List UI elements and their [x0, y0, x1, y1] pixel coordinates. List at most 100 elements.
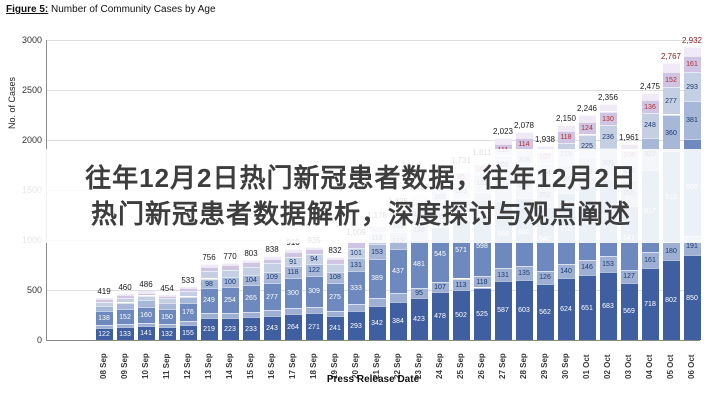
bar-segment: 219: [200, 318, 218, 340]
bar-segment: [116, 302, 134, 309]
bar-segment: [515, 132, 533, 139]
bar-segment: [179, 286, 197, 289]
bar-segment: 161: [683, 55, 701, 72]
bar-segment: 108: [326, 272, 344, 283]
bar-segment: [179, 321, 197, 325]
bar-segment: [137, 292, 155, 296]
bar-segment: [158, 323, 176, 327]
bar-segment: 140: [557, 263, 575, 278]
bar-segment: 300: [284, 277, 302, 308]
bar-total-label: 454: [160, 283, 174, 293]
bar-segment: 277: [662, 86, 680, 115]
bar-segment: [263, 263, 281, 272]
bar-total-label: 770: [223, 252, 237, 261]
bar-segment: 293: [683, 71, 701, 101]
bar-segment: 277: [263, 282, 281, 311]
bar-segment: [305, 249, 323, 255]
bar-total-label: 2,932: [681, 35, 703, 45]
bar-segment: [137, 291, 155, 293]
bar-segment: [578, 115, 596, 123]
bar-segment: [326, 310, 344, 316]
bar-segment: [263, 310, 281, 316]
bar-total-label: 460: [118, 283, 132, 292]
bar-total-label: 2,246: [576, 104, 598, 114]
bar-segment: 153: [599, 256, 617, 272]
bar-segment: 293: [347, 310, 365, 340]
bar-segment: 718: [641, 268, 659, 340]
bar-segment: [305, 246, 323, 250]
bar-segment: [242, 262, 260, 267]
bar-segment: [116, 295, 134, 298]
bar-segment: 118: [473, 275, 491, 288]
bar-segment: 802: [662, 259, 680, 340]
bar-segment: 155: [179, 324, 197, 340]
bar-segment: 389: [368, 259, 386, 299]
bar-segment: 264: [284, 313, 302, 340]
overlay-banner: 往年12月2日热门新冠患者数据，往年12月2日 热门新冠患者数据解析，深度探讨与…: [0, 149, 722, 243]
bar-total-label: 756: [202, 253, 216, 263]
figure-title-prefix: Figure 5:: [6, 4, 49, 15]
bar-segment: 146: [578, 260, 596, 275]
bar-segment: 131: [347, 257, 365, 271]
bar-segment: [557, 125, 575, 132]
bar-segment: [242, 311, 260, 317]
bar-segment: 502: [452, 289, 470, 340]
bar-segment: [326, 256, 344, 260]
bar-segment: [662, 63, 680, 72]
bar-segment: [599, 104, 617, 112]
bar-segment: 223: [221, 317, 239, 340]
bar-segment: 141: [137, 325, 155, 340]
bar-segment: [284, 249, 302, 252]
bar-segment: 135: [515, 266, 533, 280]
bar-segment: [305, 306, 323, 313]
overlay-text-line-2: 热门新冠患者数据解析，深度探讨与观点阐述: [90, 199, 631, 229]
bar-segment: 113: [452, 278, 470, 290]
bar-segment: 122: [305, 263, 323, 276]
bar-segment: 180: [662, 241, 680, 260]
bar-segment: 132: [158, 326, 176, 340]
bar-segment: 91: [284, 256, 302, 266]
bar-segment: 153: [368, 243, 386, 260]
bar-segment: 160: [137, 306, 155, 323]
figure-title-text: Number of Community Cases by Age: [48, 4, 216, 15]
bar-segment: 265: [242, 285, 260, 312]
bar-total-label: 2,150: [555, 114, 577, 123]
bar-segment: 152: [662, 71, 680, 87]
bar-total-label: 2,475: [639, 81, 661, 91]
bar-segment: 107: [431, 281, 449, 293]
bar-segment: [263, 258, 281, 264]
gridline: [46, 40, 700, 41]
bar-segment: 275: [326, 283, 344, 311]
bar-segment: 95: [410, 288, 428, 298]
y-tick-label: 2000: [21, 135, 42, 145]
bar-segment: [179, 288, 197, 292]
bar-segment: 481: [410, 240, 428, 289]
bar-total-label: 486: [139, 280, 153, 290]
bar-segment: 138: [95, 311, 113, 326]
bar-segment: [284, 307, 302, 314]
bar-segment: 271: [305, 312, 323, 340]
bar-segment: [200, 266, 218, 271]
bar-segment: 109: [263, 271, 281, 283]
bar-segment: [200, 313, 218, 319]
bar-segment: 94: [305, 254, 323, 264]
bar-segment: 624: [557, 277, 575, 340]
y-tick-label: 0: [36, 335, 42, 345]
bar-segment: [158, 302, 176, 309]
bar-total-label: 2,767: [660, 52, 682, 62]
bar-segment: [221, 263, 239, 266]
bar-segment: 384: [389, 301, 407, 340]
bar-segment: 437: [389, 249, 407, 293]
bar-segment: [95, 305, 113, 312]
gridline: [46, 90, 700, 91]
bar-segment: [158, 294, 176, 296]
bar-segment: [620, 143, 638, 150]
bar-segment: 122: [95, 327, 113, 340]
bar-total-label: 803: [244, 248, 258, 258]
bar-segment: 683: [599, 271, 617, 340]
bar-segment: 98: [200, 278, 218, 289]
bar-segment: [137, 295, 155, 301]
x-axis-title: Press Release Date: [326, 374, 420, 385]
bar-segment: 114: [515, 138, 533, 150]
bar-segment: [116, 297, 134, 303]
